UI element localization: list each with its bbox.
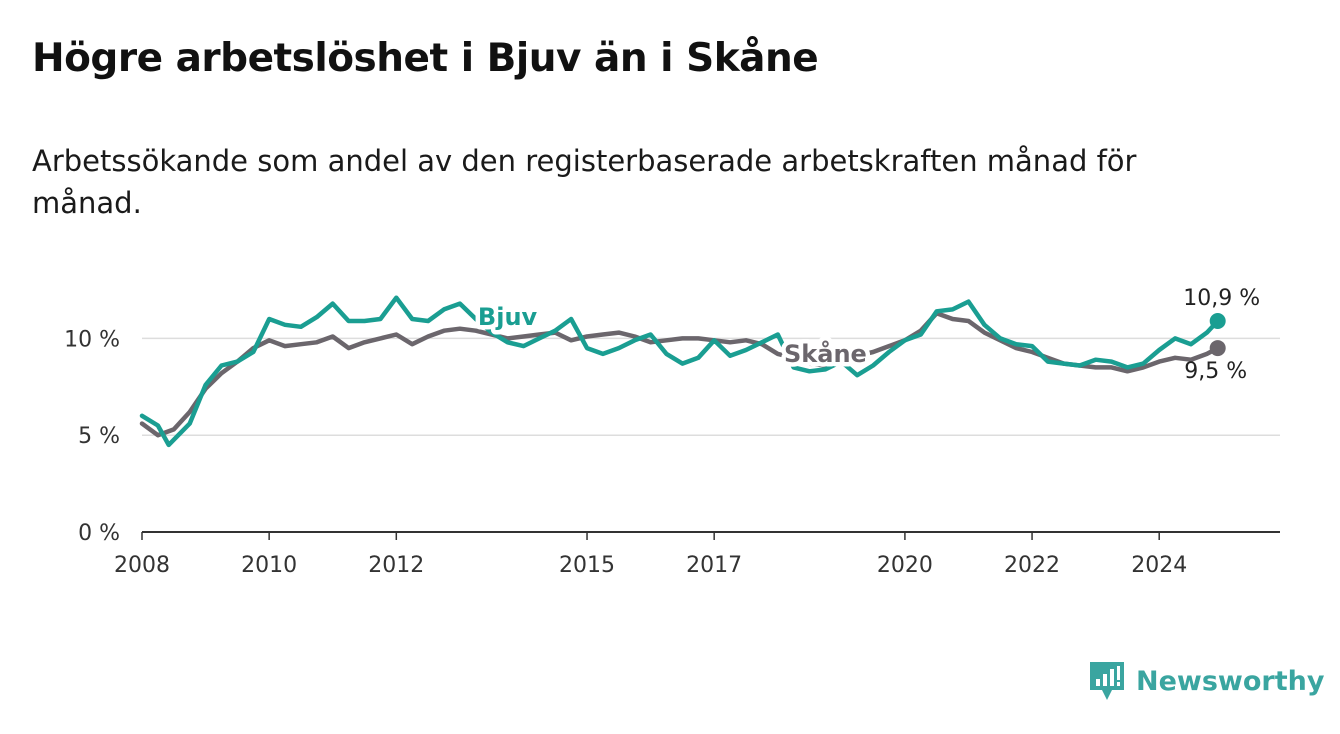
y-axis-ticks: 0 % 5 % 10 % — [64, 327, 120, 546]
x-tick-label: 2010 — [241, 553, 297, 578]
y-tick-label: 5 % — [78, 424, 120, 449]
x-tick-label: 2020 — [877, 553, 933, 578]
series-label: Skåne — [784, 339, 867, 368]
series-lines — [139, 295, 1226, 448]
end-value-label-bjuv: 10,9 % — [1183, 286, 1260, 311]
x-tick-label: 2022 — [1004, 553, 1060, 578]
x-axis-ticks: 2008 2010 2012 2015 2017 2020 2022 2024 — [114, 532, 1187, 578]
end-point-marker — [1209, 340, 1226, 357]
series-label-halo: Bjuv — [478, 303, 538, 331]
series-label-halo: Skåne — [784, 339, 867, 368]
x-tick-label: 2008 — [114, 553, 170, 578]
newsworthy-logo: Newsworthy — [1088, 660, 1324, 702]
y-tick-label: 10 % — [64, 327, 120, 352]
series-line-skane — [139, 310, 1220, 438]
series-line-bjuv — [139, 295, 1220, 448]
x-tick-label: 2012 — [368, 553, 424, 578]
newsworthy-logo-text: Newsworthy — [1136, 665, 1325, 697]
series-label: Bjuv — [478, 303, 538, 331]
x-tick-label: 2015 — [559, 553, 615, 578]
y-tick-label: 0 % — [78, 521, 120, 546]
line-chart: 0 %5 %10 % 2008 2010 2012 2015 2017 2020 2022 2… — [64, 286, 1280, 578]
newsworthy-logo-icon — [1090, 662, 1124, 700]
end-point-marker — [1209, 312, 1226, 329]
chart-title: Högre arbetslöshet i Bjuv än i Skåne — [32, 36, 819, 81]
end-value-label-skane: 9,5 % — [1184, 359, 1247, 384]
x-tick-label: 2017 — [686, 553, 742, 578]
chart-subtitle: Arbetssökande som andel av den registerb… — [32, 144, 1137, 220]
x-tick-label: 2024 — [1131, 553, 1187, 578]
